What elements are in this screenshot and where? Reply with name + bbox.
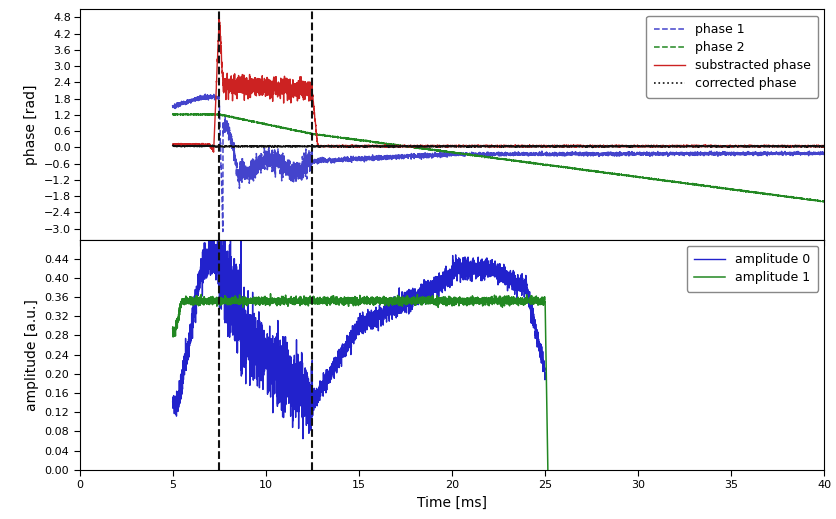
Legend: amplitude 0, amplitude 1: amplitude 0, amplitude 1	[686, 246, 818, 292]
amplitude 0	[344, 336, 354, 343]
corrected phase	[344, 143, 354, 149]
Y-axis label: amplitude [a.u.]: amplitude [a.u.]	[24, 298, 38, 411]
phase 1	[515, 153, 525, 159]
corrected phase	[547, 144, 557, 150]
phase 1	[626, 150, 636, 156]
Legend: phase 1, phase 2, substracted phase, corrected phase: phase 1, phase 2, substracted phase, cor…	[645, 16, 818, 98]
substracted phase	[515, 143, 525, 149]
amplitude 0	[515, 280, 525, 286]
amplitude 1	[344, 296, 354, 303]
phase 2	[626, 173, 636, 180]
substracted phase	[626, 142, 636, 148]
amplitude 1	[515, 297, 525, 304]
Line: amplitude 1: amplitude 1	[172, 294, 548, 469]
phase 2	[665, 179, 675, 185]
Line: amplitude 0: amplitude 0	[172, 200, 544, 439]
substracted phase	[344, 143, 354, 149]
substracted phase	[665, 143, 675, 149]
Y-axis label: phase [rad]: phase [rad]	[24, 84, 38, 165]
X-axis label: Time [ms]: Time [ms]	[416, 496, 487, 510]
phase 1	[665, 151, 675, 157]
phase 2	[515, 158, 525, 165]
Line: substracted phase: substracted phase	[172, 18, 823, 152]
phase 1	[547, 150, 557, 156]
corrected phase	[515, 143, 525, 149]
substracted phase	[547, 142, 557, 148]
corrected phase	[626, 143, 636, 149]
phase 2	[547, 162, 557, 169]
Line: corrected phase: corrected phase	[172, 145, 823, 147]
phase 1	[344, 158, 354, 164]
phase 2	[344, 136, 354, 142]
corrected phase	[665, 143, 675, 149]
Line: phase 2: phase 2	[172, 114, 823, 202]
Line: phase 1: phase 1	[172, 94, 823, 231]
